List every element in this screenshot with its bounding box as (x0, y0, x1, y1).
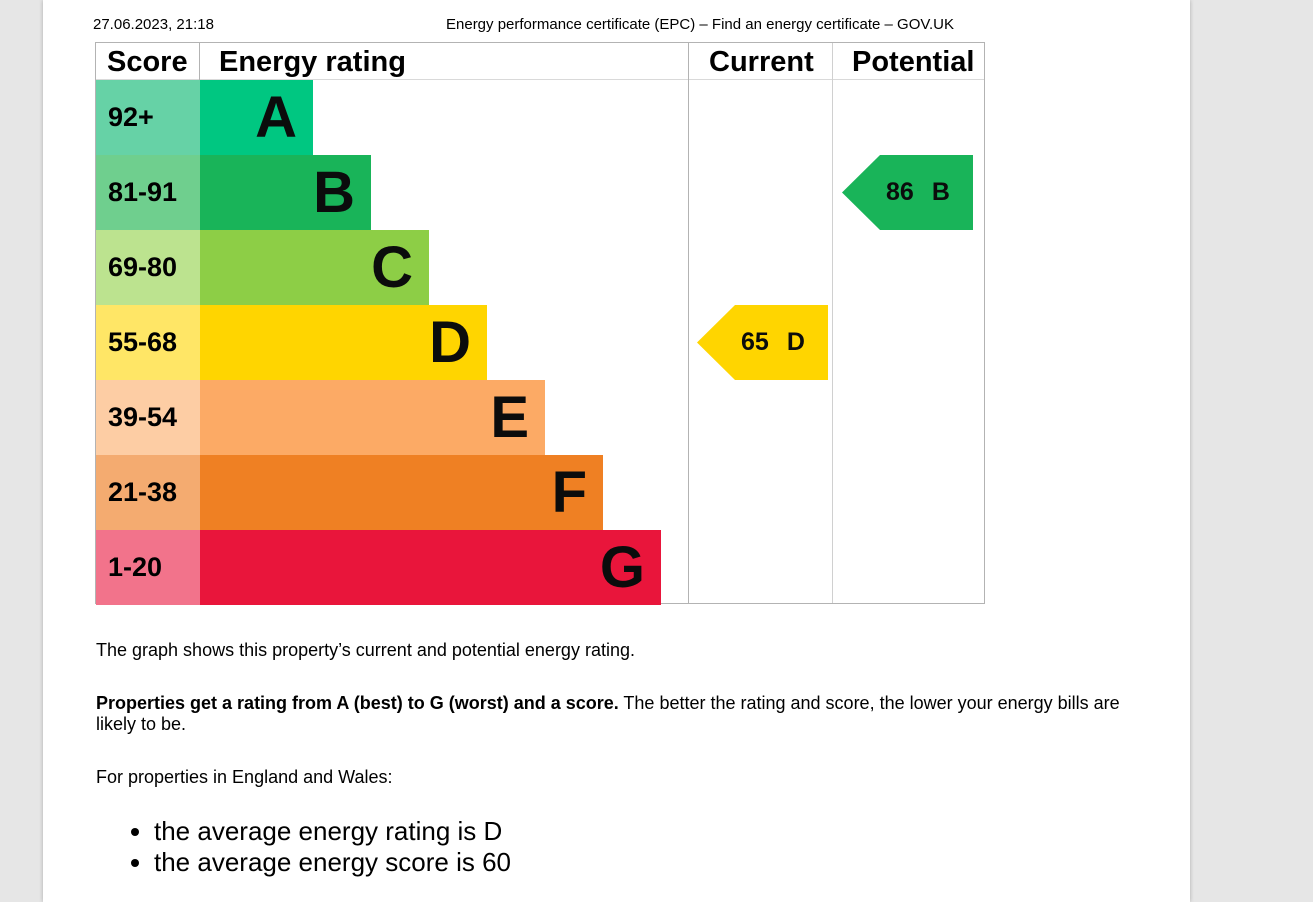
band-score-g: 1-20 (96, 530, 200, 605)
list-item: the average energy score is 60 (154, 847, 511, 878)
band-bar-e: E (200, 380, 545, 455)
average-facts-list: the average energy rating is D the avera… (96, 816, 511, 878)
potential-score: 86 (886, 178, 914, 206)
band-bar-g: G (200, 530, 661, 605)
current-score: 65 (741, 328, 769, 356)
rating-explanation: Properties get a rating from A (best) to… (96, 693, 1146, 735)
print-page-title: Energy performance certificate (EPC) – F… (446, 16, 955, 33)
graph-description: The graph shows this property’s current … (96, 640, 635, 660)
band-score-e: 39-54 (96, 380, 200, 455)
rating-explanation-rest: The better the rating and score, the low… (96, 693, 1120, 734)
current-column-divider (688, 43, 689, 603)
list-item: the average energy rating is D (154, 816, 511, 847)
band-score-d: 55-68 (96, 305, 200, 380)
current-letter: D (786, 328, 805, 356)
band-bar-d: D (200, 305, 487, 380)
energy-rating-header: Energy rating (219, 46, 406, 78)
potential-letter: B (931, 178, 950, 206)
band-bar-f: F (200, 455, 603, 530)
band-score-b: 81-91 (96, 155, 200, 230)
potential-column-divider (832, 43, 833, 603)
document-page: 27.06.2023, 21:18 Energy performance cer… (43, 0, 1190, 902)
band-score-c: 69-80 (96, 230, 200, 305)
header-divider (96, 79, 984, 80)
band-bar-b: B (200, 155, 371, 230)
band-score-f: 21-38 (96, 455, 200, 530)
band-score-a: 92+ (96, 80, 200, 155)
current-header: Current (709, 46, 814, 78)
rating-explanation-bold: Properties get a rating from A (best) to… (96, 693, 619, 713)
band-bar-c: C (200, 230, 429, 305)
epc-rating-chart: Score Energy rating Current Potential 92… (95, 42, 985, 605)
current-rating-arrow: 65 D (697, 305, 828, 380)
england-wales-intro: For properties in England and Wales: (96, 767, 393, 787)
potential-rating-arrow: 86 B (842, 155, 973, 230)
potential-header: Potential (852, 46, 975, 78)
score-header: Score (107, 46, 188, 78)
band-bar-a: A (200, 80, 313, 155)
print-datetime: 27.06.2023, 21:18 (93, 16, 214, 33)
